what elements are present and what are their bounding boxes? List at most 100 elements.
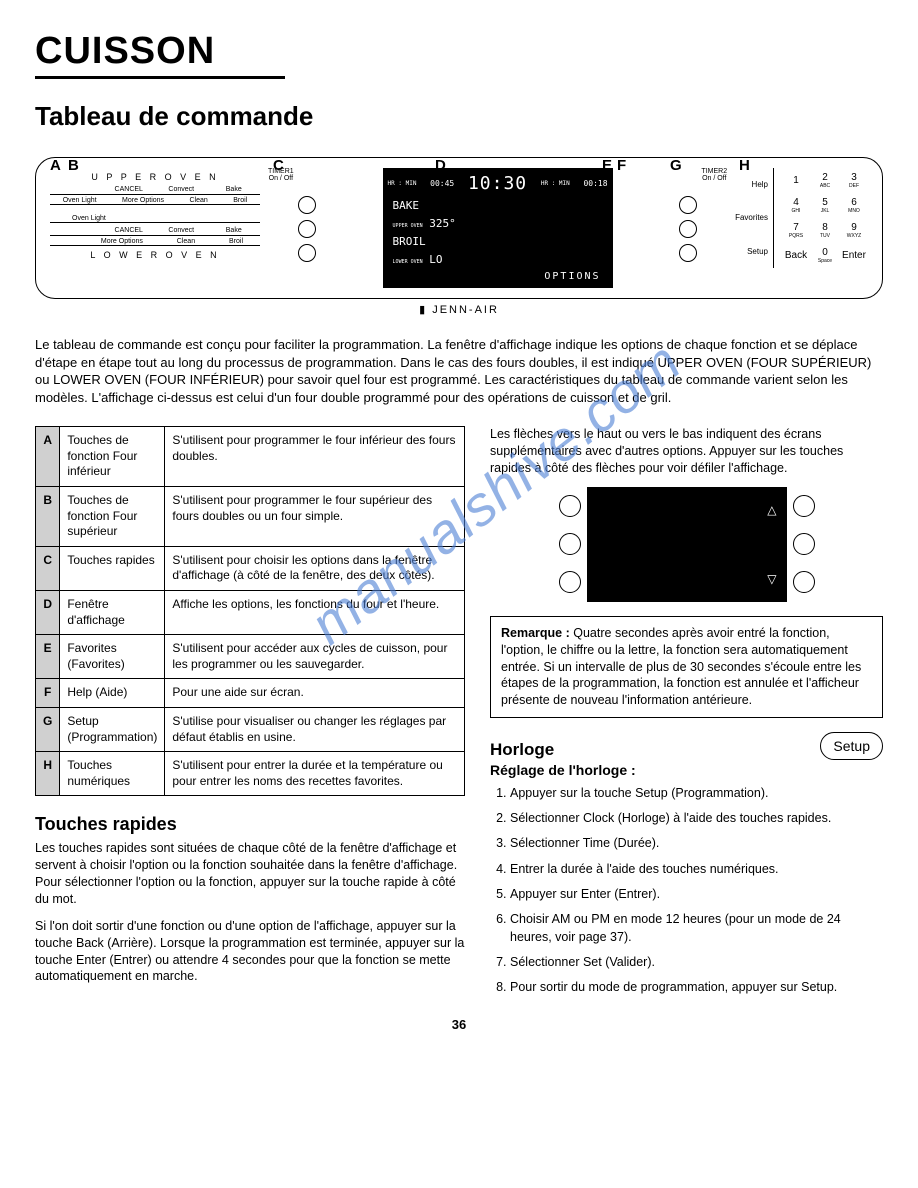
func-name: Setup (Programmation) (60, 707, 165, 751)
table-row: GSetup (Programmation)S'utilise pour vis… (36, 707, 465, 751)
quick-btn[interactable] (679, 244, 697, 262)
quick-btn[interactable] (559, 571, 581, 593)
keypad-key[interactable]: Back (782, 244, 810, 268)
arrows-text: Les flèches vers le haut ou vers le bas … (490, 426, 883, 477)
clean-btn-lower[interactable]: Clean (177, 238, 195, 245)
broil-btn-lower[interactable]: Broil (229, 238, 243, 245)
left-quick-buttons (294, 168, 320, 273)
right-function-labels: Help Favorites Setup (735, 168, 773, 268)
more-options-btn[interactable]: More Options (122, 197, 164, 204)
table-row: FHelp (Aide)Pour une aide sur écran. (36, 679, 465, 708)
horloge-steps: Appuyer sur la touche Setup (Programmati… (490, 784, 883, 996)
letter-c: C (273, 157, 284, 174)
page-main-title: CUISSON (35, 30, 285, 79)
func-desc: S'utilisent pour entrer la durée et la t… (165, 752, 465, 796)
quick-btn[interactable] (559, 495, 581, 517)
keypad-key[interactable]: 3DEF (840, 169, 868, 193)
remarque-box: Remarque : Quatre secondes après avoir e… (490, 616, 883, 718)
step-item: Appuyer sur Enter (Entrer). (510, 885, 883, 903)
small-display-diagram: △ ▽ (490, 487, 883, 602)
hrmin-label-2: HR : MIN (541, 180, 570, 187)
touches-rapides-p1: Les touches rapides sont situées de chaq… (35, 840, 465, 908)
bake-btn[interactable]: Bake (208, 186, 261, 193)
keypad-key[interactable]: 7PQRS (782, 219, 810, 243)
quick-btn[interactable] (559, 533, 581, 555)
display-window: HR : MIN 00:45 10:30 HR : MIN 00:18 BAKE… (320, 168, 676, 288)
display-lower-lo: LOWER OVEN LO (393, 253, 608, 266)
cancel-btn[interactable]: CANCEL (103, 186, 156, 193)
letter-h: H (739, 157, 750, 174)
touches-rapides-title: Touches rapides (35, 814, 465, 835)
favorites-btn[interactable]: Favorites (735, 213, 768, 222)
quick-btn[interactable] (679, 220, 697, 238)
func-letter: B (36, 486, 60, 546)
quick-btn[interactable] (298, 244, 316, 262)
func-name: Fenêtre d'affichage (60, 590, 165, 634)
remarque-label: Remarque : (501, 626, 570, 640)
quick-btn[interactable] (298, 220, 316, 238)
func-name: Help (Aide) (60, 679, 165, 708)
func-letter: A (36, 427, 60, 487)
keypad-key[interactable]: 6MNO (840, 194, 868, 218)
keypad-key[interactable]: Enter (840, 244, 868, 268)
quick-btn[interactable] (793, 533, 815, 555)
lcd-screen: HR : MIN 00:45 10:30 HR : MIN 00:18 BAKE… (383, 168, 613, 288)
setup-pill-button[interactable]: Setup (820, 732, 883, 760)
oven-function-buttons: U P P E R O V E N CANCEL Convect Bake Ov… (50, 168, 260, 264)
keypad-key[interactable]: 0Space (811, 244, 839, 268)
func-desc: Affiche les options, les fonctions du fo… (165, 590, 465, 634)
right-quick-buttons (675, 168, 701, 273)
clean-btn[interactable]: Clean (189, 197, 207, 204)
keypad-key[interactable]: 9WXYZ (840, 219, 868, 243)
quick-btn[interactable] (793, 495, 815, 517)
arrow-down-icon: ▽ (767, 572, 776, 586)
numeric-keypad: 12ABC3DEF 4GHI5JKL6MNO 7PQRS8TUV9WXYZ Back0… (782, 169, 868, 268)
quick-btn[interactable] (298, 196, 316, 214)
convect-btn[interactable]: Convect (155, 186, 208, 193)
quick-btn[interactable] (793, 571, 815, 593)
timer2-label: TIMER2On / Off (701, 168, 727, 182)
broil-btn[interactable]: Broil (233, 197, 247, 204)
timer2-value: 00:18 (583, 179, 607, 188)
keypad-key[interactable]: 5JKL (811, 194, 839, 218)
step-item: Choisir AM ou PM en mode 12 heures (pour… (510, 910, 883, 946)
func-desc: S'utilisent pour accéder aux cycles de c… (165, 635, 465, 679)
more-options-btn-lower[interactable]: More Options (101, 238, 143, 245)
setup-btn[interactable]: Setup (735, 247, 768, 256)
quick-btn[interactable] (679, 196, 697, 214)
display-upper-temp: UPPER OVEN 325° (393, 217, 608, 230)
table-row: HTouches numériquesS'utilisent pour entr… (36, 752, 465, 796)
func-name: Touches de fonction Four supérieur (60, 486, 165, 546)
page-number: 36 (35, 1017, 883, 1032)
keypad-key[interactable]: 2ABC (811, 169, 839, 193)
func-name: Touches rapides (60, 546, 165, 590)
func-letter: H (36, 752, 60, 796)
help-btn[interactable]: Help (735, 180, 768, 189)
oven-light-btn[interactable]: Oven Light (63, 197, 97, 204)
table-row: CTouches rapidesS'utilisent pour choisir… (36, 546, 465, 590)
keypad-key[interactable]: 8TUV (811, 219, 839, 243)
hrmin-label: HR : MIN (388, 180, 417, 187)
func-letter: G (36, 707, 60, 751)
func-name: Touches de fonction Four inférieur (60, 427, 165, 487)
control-panel-frame: U P P E R O V E N CANCEL Convect Bake Ov… (35, 157, 883, 299)
cancel-btn-lower[interactable]: CANCEL (103, 227, 156, 234)
func-letter: E (36, 635, 60, 679)
func-desc: S'utilisent pour choisir les options dan… (165, 546, 465, 590)
clock-value: 10:30 (468, 173, 527, 194)
oven-light-btn-lower[interactable]: Oven Light (72, 215, 106, 222)
keypad-key[interactable]: 4GHI (782, 194, 810, 218)
step-item: Sélectionner Clock (Horloge) à l'aide de… (510, 809, 883, 827)
control-panel-diagram: A B C D E F G H U P P E R O V E N CANCEL… (35, 157, 883, 316)
func-letter: C (36, 546, 60, 590)
step-item: Appuyer sur la touche Setup (Programmati… (510, 784, 883, 802)
table-row: DFenêtre d'affichageAffiche les options,… (36, 590, 465, 634)
bake-btn-lower[interactable]: Bake (208, 227, 261, 234)
display-bake: BAKE (393, 199, 608, 212)
func-letter: D (36, 590, 60, 634)
intro-paragraph: Le tableau de commande est conçu pour fa… (35, 336, 883, 406)
small-lcd: △ ▽ (587, 487, 787, 602)
keypad-key[interactable]: 1 (782, 169, 810, 193)
convect-btn-lower[interactable]: Convect (155, 227, 208, 234)
letter-b: B (68, 157, 79, 174)
